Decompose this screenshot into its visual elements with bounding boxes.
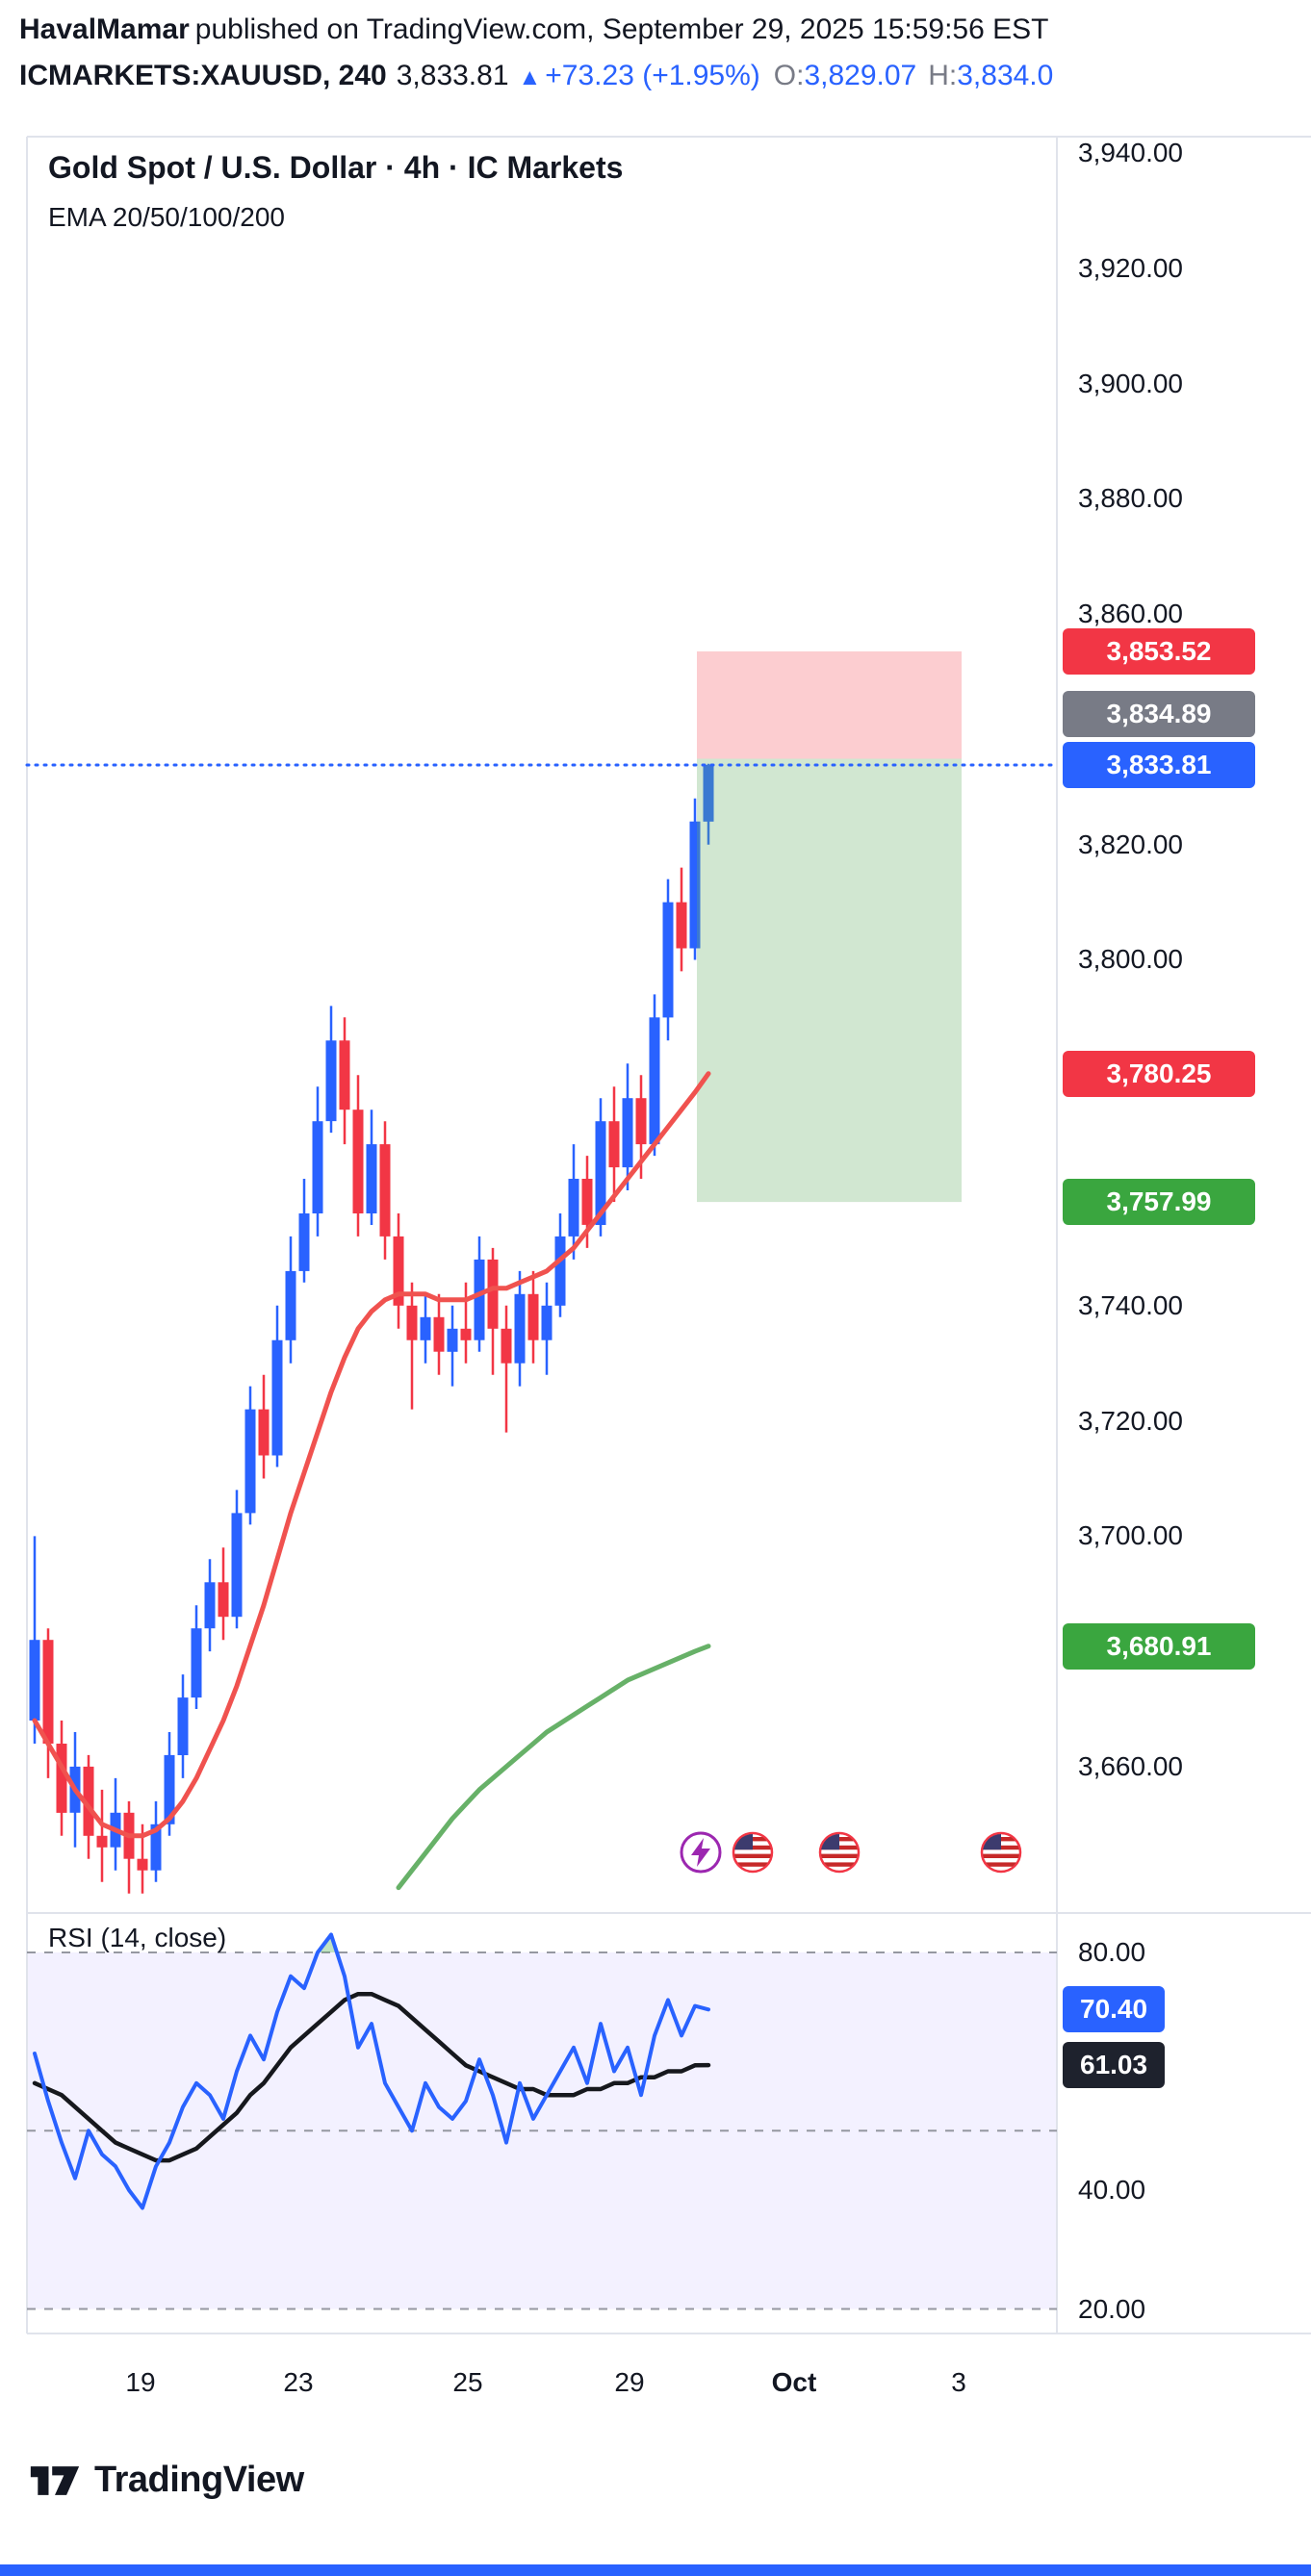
rsi-tick-label: 40.00 — [1078, 2175, 1146, 2205]
publish-info: published on TradingView.com, September … — [194, 13, 1049, 45]
high-label: H: — [928, 60, 958, 91]
us-flag-icon — [732, 1831, 774, 1874]
price-tick-label: 3,940.00 — [1078, 138, 1183, 167]
us-flag-icon — [818, 1831, 861, 1874]
chart-title[interactable]: Gold Spot / U.S. Dollar · 4h · IC Market… — [48, 150, 624, 185]
profit-zone — [697, 758, 962, 1203]
rsi-value-badge: 70.40 — [1063, 1986, 1166, 2032]
price-tick-label: 3,860.00 — [1078, 599, 1183, 628]
change-up-arrow-icon: ▲ — [518, 64, 542, 90]
price-badge: 3,834.89 — [1063, 691, 1255, 737]
price-badge: 3,780.25 — [1063, 1051, 1255, 1097]
publish-header: HavalMamar published on TradingView.com, … — [19, 13, 1048, 46]
price-tick-label: 3,880.00 — [1078, 483, 1183, 513]
tradingview-wordmark: TradingView — [94, 2460, 304, 2500]
rsi-ma-line[interactable] — [32, 1991, 711, 2163]
tradingview-attribution[interactable]: TradingView — [29, 2460, 304, 2501]
time-tick-label: 25 — [452, 2367, 483, 2397]
us-flag-event-icon[interactable] — [817, 1830, 861, 1875]
price-tick-label: 3,800.00 — [1078, 944, 1183, 974]
rsi-line[interactable] — [33, 1932, 710, 2210]
rsi-indicator-label[interactable]: RSI (14, close) — [48, 1923, 227, 1952]
time-tick-label: 23 — [283, 2367, 314, 2397]
price-change: +73.23 (+1.95%) — [545, 60, 760, 91]
us-flag-event-icon[interactable] — [979, 1830, 1023, 1875]
us-flag-event-icon[interactable] — [731, 1830, 775, 1875]
price-tick-label: 3,740.00 — [1078, 1290, 1183, 1320]
symbol-name[interactable]: ICMARKETS:XAUUSD, 240 — [19, 60, 387, 91]
price-tick-label: 3,720.00 — [1078, 1406, 1183, 1436]
open-value: 3,829.07 — [804, 60, 917, 91]
high-value: 3,834.0 — [957, 60, 1054, 91]
rsi-tick-label: 20.00 — [1078, 2294, 1146, 2324]
open-label: O: — [773, 60, 805, 91]
price-tick-label: 3,920.00 — [1078, 253, 1183, 283]
last-price: 3,833.81 — [396, 60, 509, 91]
rsi-value-badge: 61.03 — [1063, 2042, 1166, 2088]
price-badge: 3,833.81 — [1063, 742, 1255, 788]
price-tick-label: 3,700.00 — [1078, 1520, 1183, 1550]
us-flag-icon — [980, 1831, 1022, 1874]
author-name[interactable]: HavalMamar — [19, 13, 190, 45]
price-badge: 3,853.52 — [1063, 628, 1255, 675]
pane-borders — [26, 136, 1311, 2334]
ema-slow-line[interactable] — [396, 1644, 711, 1891]
volatility-icon — [680, 1831, 722, 1874]
bottom-accent-bar — [0, 2564, 1311, 2576]
candlestick-series[interactable] — [29, 763, 714, 1894]
rsi-tick-label: 80.00 — [1078, 1937, 1146, 1967]
stop-zone — [697, 650, 962, 759]
high-volatility-event-icon[interactable] — [679, 1830, 723, 1875]
time-tick-label: 3 — [951, 2367, 966, 2397]
symbol-status-row: ICMARKETS:XAUUSD, 240 3,833.81 ▲ +73.23 (+1… — [19, 60, 1065, 92]
rsi-band — [27, 1952, 1057, 2309]
time-tick-label: 29 — [614, 2367, 645, 2397]
price-badge: 3,680.91 — [1063, 1623, 1255, 1670]
time-tick-label: Oct — [771, 2367, 817, 2397]
price-badge: 3,757.99 — [1063, 1179, 1255, 1225]
price-tick-label: 3,660.00 — [1078, 1751, 1183, 1781]
price-tick-label: 3,820.00 — [1078, 829, 1183, 859]
price-tick-label: 3,900.00 — [1078, 369, 1183, 398]
short-position-tool[interactable] — [697, 650, 962, 1203]
tradingview-logo-icon — [30, 2465, 80, 2495]
ema-fast-line[interactable] — [32, 1071, 711, 1839]
time-tick-label: 19 — [125, 2367, 156, 2397]
ema-indicator-label[interactable]: EMA 20/50/100/200 — [48, 202, 285, 232]
